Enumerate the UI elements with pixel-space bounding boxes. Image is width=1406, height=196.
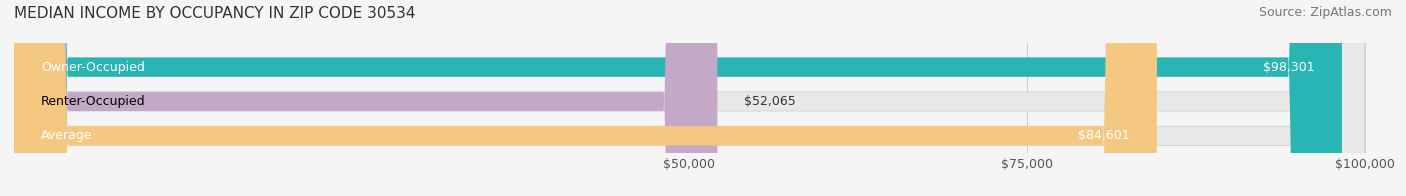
FancyBboxPatch shape [14,0,1365,196]
FancyBboxPatch shape [14,0,1365,196]
FancyBboxPatch shape [14,0,1157,196]
Text: MEDIAN INCOME BY OCCUPANCY IN ZIP CODE 30534: MEDIAN INCOME BY OCCUPANCY IN ZIP CODE 3… [14,6,416,21]
Text: $52,065: $52,065 [744,95,796,108]
FancyBboxPatch shape [14,0,717,196]
Text: Owner-Occupied: Owner-Occupied [41,61,145,74]
Text: $84,601: $84,601 [1078,129,1130,142]
Text: Average: Average [41,129,93,142]
FancyBboxPatch shape [14,0,1365,196]
Text: $98,301: $98,301 [1264,61,1315,74]
Text: Source: ZipAtlas.com: Source: ZipAtlas.com [1258,6,1392,19]
Text: Renter-Occupied: Renter-Occupied [41,95,146,108]
FancyBboxPatch shape [14,0,1341,196]
